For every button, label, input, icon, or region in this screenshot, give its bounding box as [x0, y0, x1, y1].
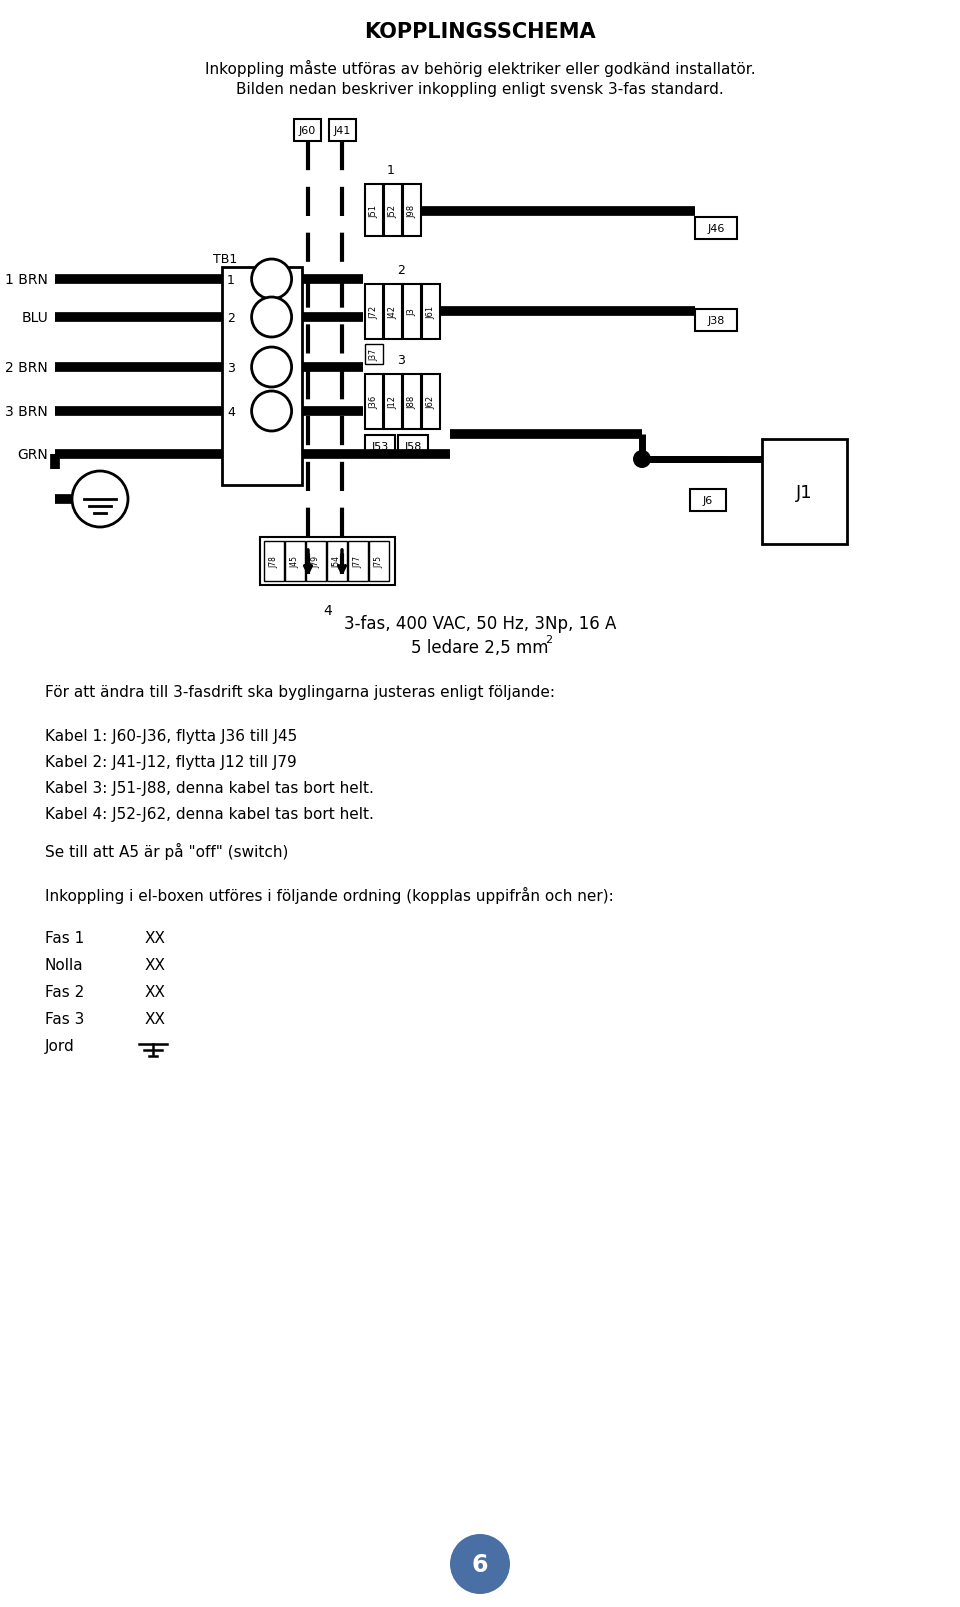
Bar — [403, 185, 421, 236]
Bar — [384, 374, 402, 429]
Bar — [348, 542, 368, 582]
Text: Fas 3: Fas 3 — [45, 1011, 84, 1027]
Text: J52: J52 — [389, 204, 397, 217]
Bar — [422, 284, 440, 339]
Text: Kabel 2: J41-J12, flytta J12 till J79: Kabel 2: J41-J12, flytta J12 till J79 — [45, 755, 297, 770]
Text: J62: J62 — [426, 395, 436, 408]
Text: J75: J75 — [374, 556, 383, 567]
Text: J1: J1 — [796, 484, 813, 501]
Bar — [384, 185, 402, 236]
Text: 3 BRN: 3 BRN — [5, 405, 48, 419]
Text: J6: J6 — [703, 495, 713, 506]
Text: J37: J37 — [370, 349, 378, 362]
Text: Kabel 3: J51-J88, denna kabel tas bort helt.: Kabel 3: J51-J88, denna kabel tas bort h… — [45, 781, 373, 795]
Text: J36: J36 — [370, 395, 378, 408]
Text: J12: J12 — [389, 395, 397, 408]
Text: J42: J42 — [389, 305, 397, 318]
Bar — [294, 121, 321, 141]
Bar — [403, 374, 421, 429]
Bar — [365, 374, 383, 429]
Text: Kabel 4: J52-J62, denna kabel tas bort helt.: Kabel 4: J52-J62, denna kabel tas bort h… — [45, 807, 373, 821]
Text: Jord: Jord — [45, 1038, 75, 1053]
Circle shape — [633, 450, 651, 469]
Circle shape — [252, 347, 292, 387]
Text: TB1: TB1 — [213, 252, 237, 265]
Circle shape — [72, 472, 128, 527]
Bar — [285, 542, 305, 582]
Text: 4: 4 — [324, 604, 332, 617]
Text: J60: J60 — [299, 125, 316, 137]
Circle shape — [252, 260, 292, 301]
Bar — [422, 374, 440, 429]
Bar — [264, 542, 284, 582]
Circle shape — [450, 1535, 510, 1594]
Text: J58: J58 — [404, 442, 421, 452]
Bar — [695, 310, 737, 331]
Circle shape — [252, 297, 292, 337]
Bar — [365, 185, 383, 236]
Bar — [329, 121, 356, 141]
Bar — [384, 284, 402, 339]
Text: BLU: BLU — [21, 310, 48, 325]
Text: 2: 2 — [397, 264, 405, 276]
Text: 1: 1 — [387, 164, 395, 177]
Bar — [365, 284, 383, 339]
Bar — [403, 284, 421, 339]
Bar — [306, 542, 326, 582]
Text: J46: J46 — [708, 223, 725, 235]
Text: J53: J53 — [372, 442, 389, 452]
Circle shape — [252, 392, 292, 432]
Bar — [398, 435, 428, 458]
Text: Fas 2: Fas 2 — [45, 985, 84, 1000]
Text: 5 ledare 2,5 mm: 5 ledare 2,5 mm — [411, 638, 549, 657]
Text: XX: XX — [145, 1011, 166, 1027]
Text: Nolla: Nolla — [45, 958, 84, 972]
Text: 2 BRN: 2 BRN — [5, 362, 48, 374]
Bar — [222, 268, 302, 485]
Text: Kabel 1: J60-J36, flytta J36 till J45: Kabel 1: J60-J36, flytta J36 till J45 — [45, 728, 298, 744]
Text: J98: J98 — [407, 204, 417, 217]
Bar — [690, 490, 726, 511]
Text: För att ändra till 3-fasdrift ska byglingarna justeras enligt följande:: För att ändra till 3-fasdrift ska byglin… — [45, 685, 555, 699]
Text: Inkoppling måste utföras av behörig elektriker eller godkänd installatör.: Inkoppling måste utföras av behörig elek… — [204, 59, 756, 77]
Text: J45: J45 — [291, 556, 300, 567]
Text: Fas 1: Fas 1 — [45, 930, 84, 945]
Text: J3: J3 — [407, 309, 417, 317]
Bar — [327, 542, 347, 582]
Bar — [762, 440, 847, 545]
Text: 3-fas, 400 VAC, 50 Hz, 3Np, 16 A: 3-fas, 400 VAC, 50 Hz, 3Np, 16 A — [344, 614, 616, 633]
Bar — [369, 542, 389, 582]
Text: 1: 1 — [227, 273, 235, 286]
Text: J54: J54 — [332, 556, 342, 567]
Text: XX: XX — [145, 985, 166, 1000]
Text: GRN: GRN — [17, 448, 48, 461]
Text: J78: J78 — [270, 556, 278, 567]
Text: J38: J38 — [708, 317, 725, 326]
Text: J41: J41 — [333, 125, 350, 137]
Text: J51: J51 — [370, 204, 378, 217]
Text: J79: J79 — [311, 556, 321, 567]
Text: J88: J88 — [407, 395, 417, 408]
Text: Inkoppling i el-boxen utföres i följande ordning (kopplas uppifrån och ner):: Inkoppling i el-boxen utföres i följande… — [45, 887, 613, 903]
Text: Se till att A5 är på "off" (switch): Se till att A5 är på "off" (switch) — [45, 842, 288, 860]
Text: 2: 2 — [545, 635, 552, 644]
Text: KOPPLINGSSCHEMA: KOPPLINGSSCHEMA — [364, 22, 596, 42]
Text: J77: J77 — [353, 556, 363, 567]
Bar — [365, 346, 383, 365]
Text: 3: 3 — [227, 362, 235, 374]
Text: XX: XX — [145, 958, 166, 972]
Text: 4: 4 — [227, 405, 235, 418]
Bar — [260, 538, 395, 585]
Text: XX: XX — [145, 930, 166, 945]
Bar — [365, 435, 395, 458]
Bar — [695, 219, 737, 239]
Text: J72: J72 — [370, 305, 378, 318]
Text: 2: 2 — [227, 312, 235, 325]
Text: J61: J61 — [426, 305, 436, 318]
Text: Bilden nedan beskriver inkoppling enligt svensk 3-fas standard.: Bilden nedan beskriver inkoppling enligt… — [236, 82, 724, 96]
Text: 3: 3 — [397, 354, 405, 366]
Text: 1 BRN: 1 BRN — [5, 273, 48, 286]
Text: 6: 6 — [471, 1552, 489, 1576]
